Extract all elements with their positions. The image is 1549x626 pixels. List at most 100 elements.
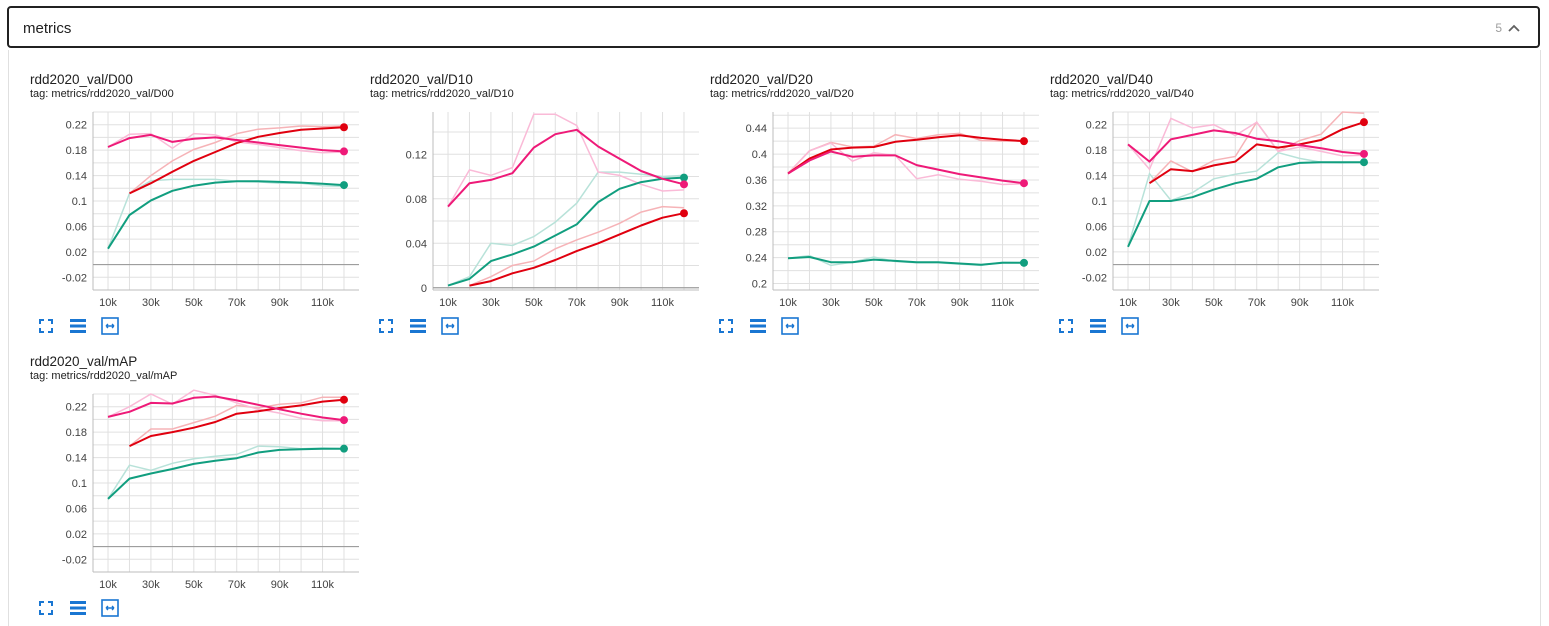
series-teal-end-marker [339,181,348,190]
y-tick-label: 0.08 [406,194,427,206]
series-teal-end-marker [679,173,688,182]
series-teal-line[interactable] [107,180,345,250]
y-tick-label: 0.1 [72,478,87,490]
series-pink-line[interactable] [1127,129,1365,163]
line-chart[interactable]: -0.02 0.02 0.06 0.1 0.14 0.18 0.22 10k 30k 50k 70k… [9,50,364,315]
series-pink-end-marker [339,147,348,156]
data-table-icon[interactable] [1089,317,1107,335]
fit-domain-icon[interactable] [441,317,459,335]
x-tick-label: 110k [651,297,675,309]
y-tick-label: 0.14 [1086,171,1107,183]
chart-title: rdd2020_val/D10 [370,72,473,87]
y-tick-label: 0.14 [66,171,87,183]
data-table-icon[interactable] [69,317,87,335]
series-teal-line[interactable] [107,447,344,500]
y-tick-label: -0.02 [62,554,87,566]
fullscreen-icon[interactable] [37,599,55,617]
series-teal-raw-line [447,171,685,287]
x-tick-label: 110k [311,297,335,309]
chart-tag: tag: metrics/rdd2020_val/D20 [710,88,854,100]
y-tick-label: 0.1 [1092,196,1107,208]
chart-card: rdd2020_val/mAP tag: metrics/rdd2020_val/… [9,332,359,617]
series-pink-line[interactable] [107,395,345,422]
series-pink-raw-line [1127,117,1365,171]
y-tick-label: 0.06 [66,221,87,233]
y-tick-label: 0.04 [406,238,427,250]
series-red-end-marker [339,395,348,404]
data-table-icon[interactable] [749,317,767,335]
series-red-line[interactable] [1148,121,1365,185]
series-teal-line[interactable] [447,176,685,287]
x-tick-label: 70k [1248,297,1266,309]
x-tick-label: 30k [142,579,160,591]
x-tick-label: 50k [185,297,203,309]
fullscreen-icon[interactable] [1057,317,1075,335]
series-red-line[interactable] [469,212,685,287]
y-tick-label: 0.32 [746,201,767,213]
series-teal-end-marker [339,444,348,453]
series-pink-end-marker [1359,149,1368,158]
fullscreen-icon[interactable] [37,317,55,335]
y-tick-label: 0.18 [66,427,87,439]
x-tick-label: 50k [865,297,883,309]
fit-domain-icon[interactable] [101,599,119,617]
series-pink-end-marker [1019,179,1028,188]
line-chart[interactable]: 0.2 0.24 0.28 0.32 0.36 0.4 0.44 10k 30k 50k 70k 90… [689,50,1044,315]
y-tick-label: 0.22 [66,402,87,414]
y-tick-label: 0.24 [746,253,767,265]
chart-card: rdd2020_val/D20 tag: metrics/rdd2020_val/… [689,50,1039,335]
x-tick-label: 10k [439,297,457,309]
x-tick-label: 30k [1162,297,1180,309]
series-red-raw-line [129,396,344,447]
x-tick-label: 90k [611,297,629,309]
x-tick-label: 30k [142,297,160,309]
fullscreen-icon[interactable] [377,317,395,335]
x-tick-label: 90k [1291,297,1309,309]
fullscreen-icon[interactable] [717,317,735,335]
series-pink-line[interactable] [447,128,685,208]
y-tick-label: 0.02 [1086,247,1107,259]
y-tick-label: 0.22 [1086,120,1107,132]
y-tick-label: 0.28 [746,227,767,239]
x-tick-label: 10k [99,579,117,591]
series-red-line[interactable] [129,398,345,448]
metrics-section-header[interactable]: metrics 5 [7,6,1540,48]
chart-grid: rdd2020_val/D00 tag: metrics/rdd2020_val/… [8,50,1541,626]
x-tick-label: 10k [779,297,797,309]
x-tick-label: 110k [991,297,1015,309]
y-tick-label: 0.02 [66,529,87,541]
section-title: metrics [23,20,72,37]
series-red-raw-line [469,205,685,287]
y-tick-label: 0.12 [406,149,427,161]
y-tick-label: 0.06 [1086,221,1107,233]
x-tick-label: 110k [1331,297,1355,309]
series-pink-end-marker [339,416,348,425]
line-chart[interactable]: 0 0.04 0.08 0.12 10k 30k 50k 70k 90k 110k [349,50,704,315]
x-tick-label: 70k [908,297,926,309]
line-chart[interactable]: -0.02 0.02 0.06 0.1 0.14 0.18 0.22 10k 30k 50k 70k… [9,332,364,597]
data-table-icon[interactable] [69,599,87,617]
line-chart[interactable]: -0.02 0.02 0.06 0.1 0.14 0.18 0.22 10k 30k 50k 70k… [1029,50,1384,315]
y-tick-label: -0.02 [1082,272,1107,284]
series-teal-line[interactable] [1127,161,1364,248]
chevron-up-icon[interactable] [1506,20,1522,36]
y-tick-label: 0.2 [752,279,767,291]
y-tick-label: 0.18 [66,145,87,157]
series-teal-raw-line [1127,151,1365,248]
series-red-line[interactable] [129,126,345,195]
x-tick-label: 90k [271,297,289,309]
series-pink-line[interactable] [107,133,345,153]
fit-domain-icon[interactable] [1121,317,1139,335]
series-red-line[interactable] [787,134,1025,175]
fit-domain-icon[interactable] [781,317,799,335]
x-tick-label: 70k [228,297,246,309]
x-tick-label: 70k [568,297,586,309]
series-pink-line[interactable] [787,150,1025,185]
series-teal-line[interactable] [787,256,1024,266]
x-tick-label: 90k [951,297,969,309]
x-tick-label: 30k [822,297,840,309]
series-red-end-marker [679,209,688,218]
data-table-icon[interactable] [409,317,427,335]
chart-tag: tag: metrics/rdd2020_val/mAP [30,370,178,382]
fit-domain-icon[interactable] [101,317,119,335]
